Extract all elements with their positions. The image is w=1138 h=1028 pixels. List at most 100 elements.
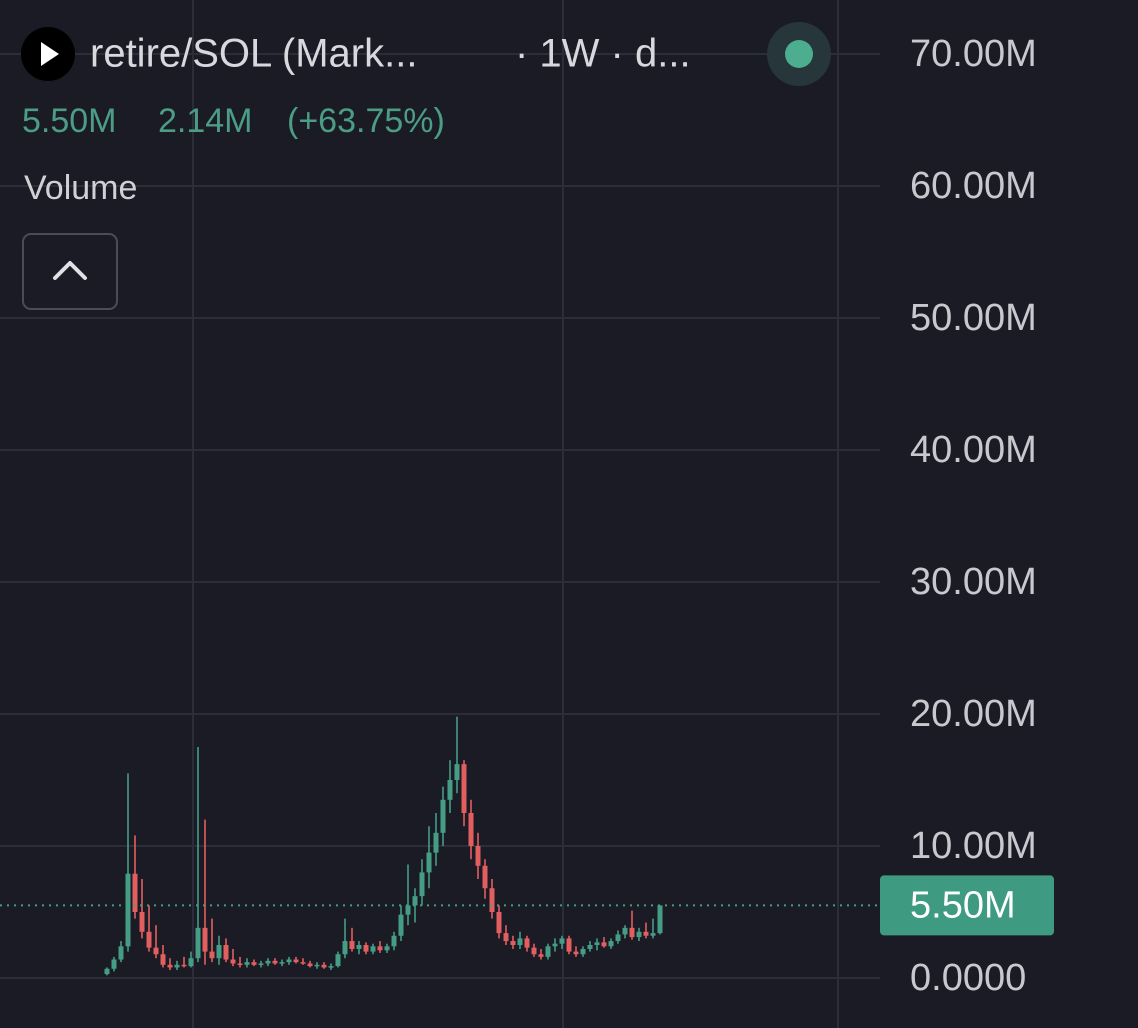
y-tick-label: 70.00M [910,33,1037,75]
candle-body [622,927,628,935]
last-price: 5.50M [22,102,117,140]
grid [0,0,880,1028]
candle-body [587,945,593,949]
button-frame [22,233,118,310]
candle-body [503,933,509,942]
candle-body [461,764,467,813]
candle-body [230,959,236,964]
symbol-icon[interactable] [21,27,75,81]
candle-body [426,852,432,873]
chart-subtitle[interactable]: · 1W · d... [515,32,691,76]
candle-body [377,946,383,951]
candle-body [258,963,264,965]
candle-body [111,959,117,969]
candle-body [356,945,362,949]
candle-body [629,927,635,938]
candle-body [538,954,544,957]
status-dot [785,40,813,68]
candle-body [272,960,278,964]
candle-body [391,935,397,947]
candle-body [531,947,537,955]
candle-body [559,938,565,944]
candle-body [286,959,292,963]
candle-body [132,873,138,912]
candle-body [237,963,243,965]
candle-body [517,938,523,945]
icon-play [41,42,59,66]
y-tick-label: 40.00M [910,429,1037,471]
last-price-label: 5.50M [910,884,1016,926]
candle-body [370,946,376,952]
y-tick-label: 0.0000 [910,957,1026,999]
candle-body [636,931,642,938]
candle-body [468,813,474,846]
change: 2.14M [158,102,253,140]
candle-body [419,872,425,897]
candle-body [125,873,131,947]
candle-body [384,946,390,951]
y-tick-label: 10.00M [910,825,1037,867]
candle-body [363,945,369,952]
candle-body [398,914,404,936]
last-price-box [880,875,1054,936]
candle-body [265,960,271,964]
candle-body [153,947,159,955]
candle-body [216,945,222,959]
candle-body [475,846,481,866]
candle-body [594,942,600,945]
candle-body [342,941,348,955]
candle-body [601,942,607,947]
candle-body [307,963,313,967]
candle-body [482,865,488,889]
y-tick-label: 60.00M [910,165,1037,207]
candle-body [223,945,229,960]
candle-body [552,943,558,947]
candle-body [615,934,621,942]
candle-body [657,905,663,934]
candle-body [167,964,173,968]
candle-body [181,964,187,967]
candle-body [510,941,516,945]
chevron-up [53,261,87,280]
candle-body [608,941,614,947]
candle-body [405,905,411,915]
candle-body [293,959,299,963]
candle-body [412,896,418,906]
y-tick-label: 30.00M [910,561,1037,603]
chart-title[interactable]: retire/SOL (Mark... [90,32,417,76]
y-tick-label: 20.00M [910,693,1037,735]
candle-body [244,962,250,965]
candle-body [328,966,334,968]
candle-body [440,799,446,833]
candle-body [188,958,194,967]
candle-body [251,962,257,965]
candle-body [580,948,586,955]
candle-body [300,962,306,964]
candle-body [209,951,215,959]
collapse-button[interactable] [22,233,118,310]
candles [104,716,663,976]
change-percent: (+63.75%) [287,102,445,140]
candle-body [314,964,320,967]
candle-body [447,780,453,800]
candle-body [643,931,649,936]
candle-body [573,951,579,955]
y-tick-label: 50.00M [910,297,1037,339]
candle-body [650,933,656,936]
candle-body [202,927,208,952]
candle-body [174,964,180,968]
candle-body [146,931,152,948]
candle-body [566,938,572,952]
candle-body [139,912,145,932]
pane-label: Volume [24,169,137,207]
candle-body [524,938,530,948]
candle-body [195,927,201,959]
candle-body [279,962,285,964]
candle-body [160,954,166,965]
candle-body [489,888,495,912]
candle-body [545,946,551,957]
candle-body [104,968,110,975]
